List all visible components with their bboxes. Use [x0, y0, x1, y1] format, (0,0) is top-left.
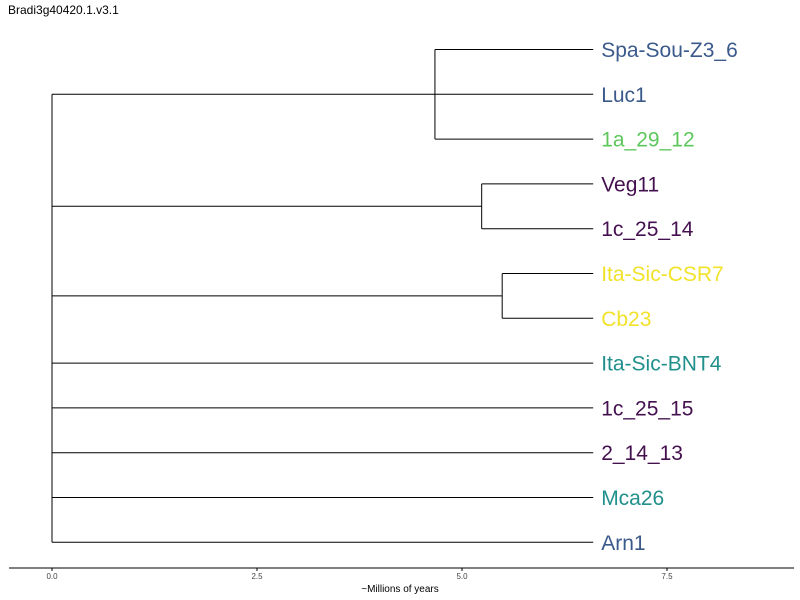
leaf-label: Ita-Sic-BNT4	[601, 353, 722, 376]
leaf-label: 1a_29_12	[601, 129, 694, 152]
x-axis-label: ~Millions of years	[361, 584, 439, 595]
x-tick-label: 5.0	[456, 572, 468, 581]
leaf-label: Luc1	[601, 84, 647, 107]
leaf-label: 1c_25_14	[601, 218, 694, 241]
x-tick-label: 7.5	[661, 572, 673, 581]
leaf-label: Veg11	[601, 173, 659, 196]
page-title: Bradi3g40420.1.v3.1	[8, 3, 119, 17]
x-tick-label: 0.0	[46, 572, 58, 581]
leaf-label: Mca26	[601, 487, 664, 510]
leaf-label: 1c_25_15	[601, 397, 693, 420]
leaf-label: Arn1	[601, 532, 645, 555]
leaf-label: 2_14_13	[601, 442, 683, 465]
x-tick-label: 2.5	[251, 572, 263, 581]
leaf-label: Spa-Sou-Z3_6	[601, 39, 738, 62]
leaf-label: Cb23	[601, 308, 651, 331]
leaf-label: Ita-Sic-CSR7	[601, 263, 724, 286]
